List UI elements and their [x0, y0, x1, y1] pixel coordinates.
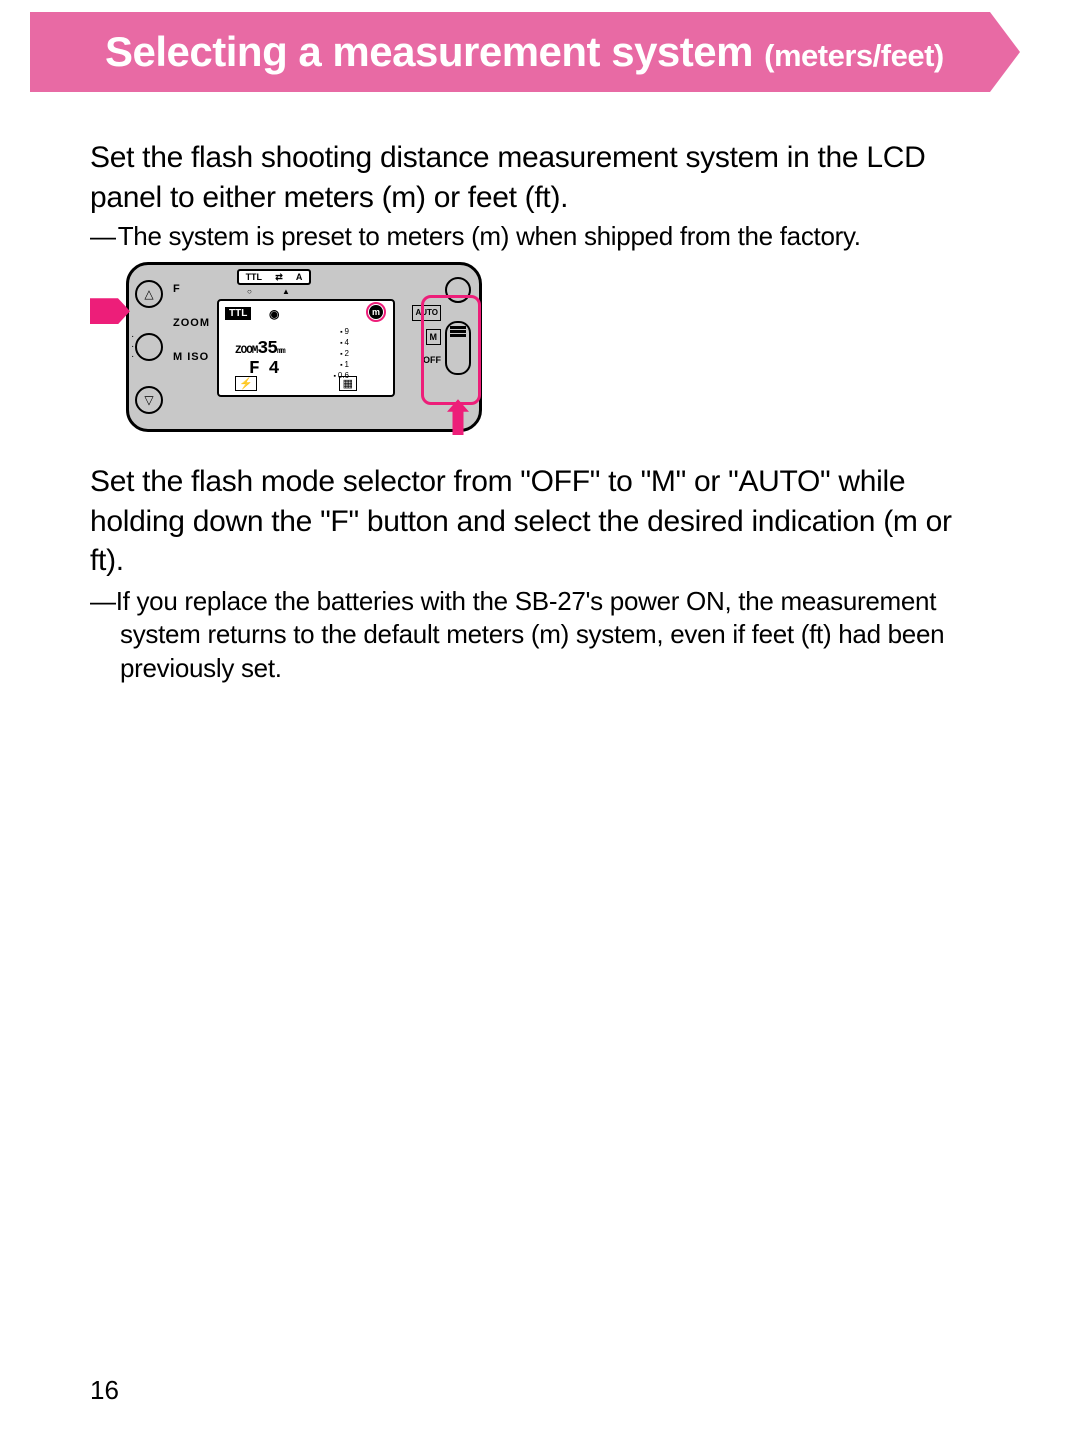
label-f: F — [173, 283, 210, 295]
note-dash: — — [90, 221, 116, 251]
slider-marks: ○ ▲ — [247, 287, 304, 296]
scale-4: 4 — [333, 338, 349, 349]
scale-2: 2 — [333, 349, 349, 360]
intro-paragraph: Set the flash shooting distance measurem… — [90, 138, 990, 217]
arrow-right-icon — [90, 298, 130, 324]
zoom-button — [135, 333, 163, 361]
power-switch-labels: AUTO M OFF — [412, 305, 441, 367]
left-dots: ··· — [131, 332, 134, 362]
section-banner: Selecting a measurement system (meters/f… — [30, 12, 1020, 92]
lcd-bolt-icon: ⚡ — [235, 376, 257, 391]
banner-title: Selecting a measurement system (meters/f… — [105, 28, 944, 76]
banner-title-main: Selecting a measurement system — [105, 28, 753, 75]
lcd-eye-icon: ◉ — [269, 307, 279, 321]
instruction-paragraph: Set the flash mode selector from "OFF" t… — [90, 462, 990, 581]
flash-back-panel: ··· △ ▽ F ZOOM M ISO TTL ⇄ A ○ ▲ TTL ◉ — [126, 262, 482, 432]
top-mode-slider: TTL ⇄ A — [237, 269, 311, 285]
lcd-zoom-readout: ZOOM35mm — [235, 339, 285, 359]
scale-9: 9 — [333, 327, 349, 338]
lcd-panel: TTL ◉ m ZOOM35mm F 4 9 4 2 1 0.6 ⚡ ▦ — [217, 299, 395, 397]
label-m: M — [426, 329, 442, 345]
lcd-distance-scale: 9 4 2 1 0.6 — [333, 327, 349, 382]
note2-text: If you replace the batteries with the SB… — [116, 586, 945, 683]
battery-note: —If you replace the batteries with the S… — [90, 585, 990, 685]
arrow-up-icon — [447, 399, 469, 435]
lcd-head-icon: ▦ — [339, 376, 357, 391]
m-iso-button: ▽ — [135, 386, 163, 414]
right-round-button — [445, 277, 471, 303]
lcd-ttl-badge: TTL — [225, 307, 251, 320]
power-switch — [445, 321, 471, 375]
label-auto: AUTO — [412, 305, 441, 321]
up-triangle-icon: △ — [144, 287, 153, 301]
lcd-zoom-value: 35 — [257, 339, 277, 359]
label-miso: M ISO — [173, 351, 210, 363]
scale-1: 1 — [333, 360, 349, 371]
left-labels: F ZOOM M ISO — [173, 283, 210, 385]
lcd-zoom-unit: mm — [277, 347, 285, 356]
label-zoom: ZOOM — [173, 317, 210, 329]
lcd-zoom-label: ZOOM — [235, 345, 257, 357]
note-text: The system is preset to meters (m) when … — [118, 221, 861, 251]
down-triangle-icon: ▽ — [144, 393, 153, 407]
label-off: OFF — [423, 355, 441, 365]
page-number: 16 — [90, 1375, 119, 1406]
factory-note: —The system is preset to meters (m) when… — [90, 221, 990, 252]
banner-title-sub: (meters/feet) — [764, 38, 944, 73]
f-button: △ — [135, 280, 163, 308]
slider-arrows-icon: ⇄ — [275, 272, 283, 283]
manual-page: Selecting a measurement system (meters/f… — [0, 12, 1080, 1450]
slider-ttl: TTL — [246, 272, 263, 282]
diagram: ··· △ ▽ F ZOOM M ISO TTL ⇄ A ○ ▲ TTL ◉ — [90, 262, 990, 432]
slider-a: A — [296, 272, 303, 282]
lcd-m-indicator: m — [369, 305, 383, 319]
left-button-column: △ ▽ — [135, 280, 173, 414]
note2-dash: — — [90, 586, 116, 616]
